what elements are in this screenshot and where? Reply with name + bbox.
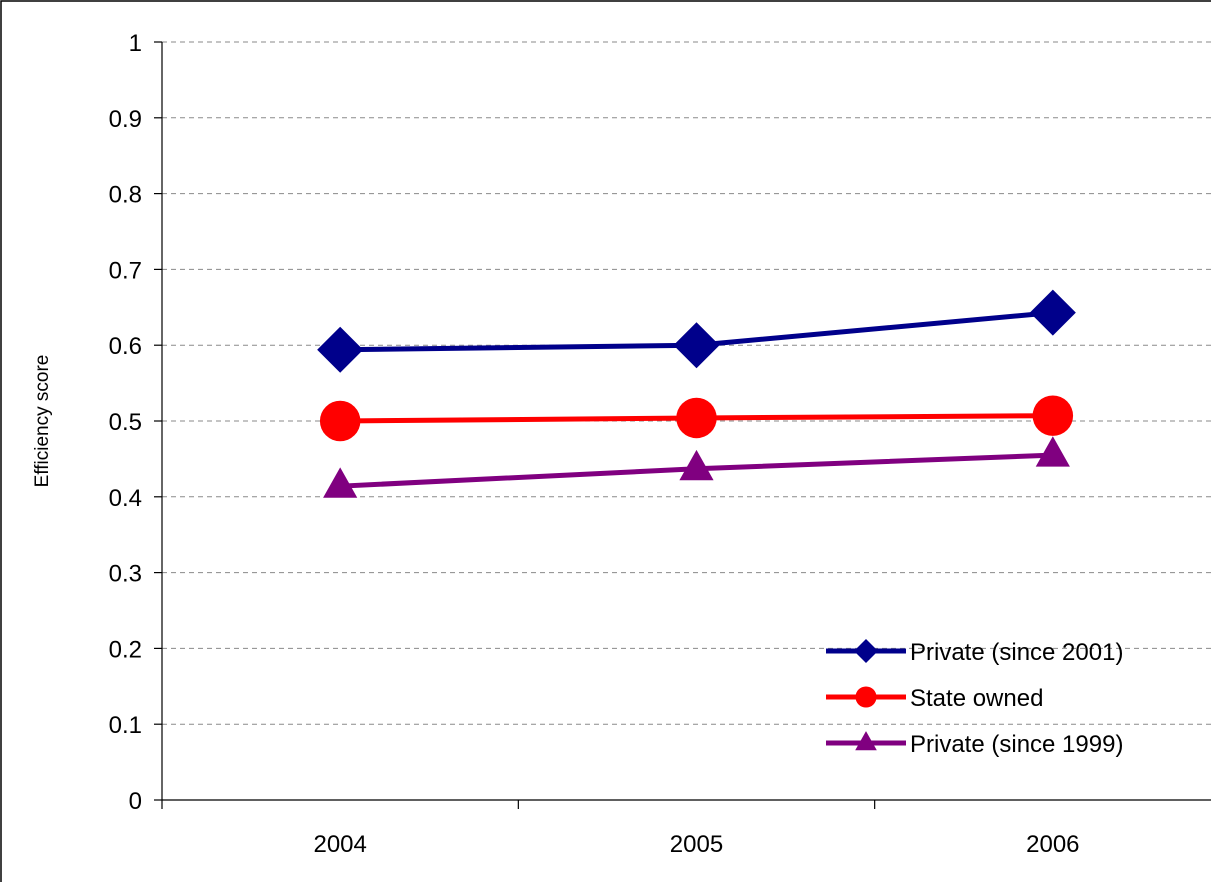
x-tick-labels: 2004 2005 2006 [313,831,1079,858]
legend-label: Private (since 1999) [910,731,1123,758]
y-tick-label: 0 [129,788,142,815]
data-point-diamond [673,322,720,369]
legend-marker-diamond [854,639,878,663]
series-1 [317,289,1076,373]
y-tick-labels: 0 0.1 0.2 0.3 0.4 0.5 0.6 0.7 0.8 0.9 1 [109,30,142,815]
data-point-triangle [1035,436,1070,467]
x-tick-label: 2004 [313,831,366,858]
legend-marker-triangle [855,731,877,751]
legend-item: Private (since 2001) [826,639,1123,666]
legend-label: State owned [910,685,1043,712]
axes [154,41,1211,809]
series-group [317,289,1076,498]
data-point-triangle [323,467,358,498]
y-tick-label: 0.1 [109,712,142,739]
y-axis-label: Efficiency score [32,355,53,488]
gridlines [162,41,1211,725]
data-point-circle [676,397,717,439]
data-point-triangle [679,449,714,481]
data-point-diamond [317,326,364,373]
legend: Private (since 2001) State owned Private (… [826,639,1123,758]
x-tick-label: 2006 [1026,831,1079,858]
legend-label: Private (since 2001) [910,639,1123,666]
legend-item: Private (since 1999) [826,731,1123,758]
legend-item: State owned [826,685,1043,712]
data-point-circle [319,400,361,442]
data-point-diamond [1029,289,1076,336]
legend-marker-circle [855,686,877,708]
series-2 [319,395,1074,442]
y-tick-label: 0.4 [109,485,142,512]
series-3 [323,436,1070,498]
y-tick-label: 0.8 [109,182,142,209]
y-tick-label: 0.5 [109,409,142,436]
y-tick-label: 1 [129,30,142,57]
y-tick-label: 0.7 [109,257,142,284]
y-tick-label: 0.6 [109,333,142,360]
y-tick-label: 0.2 [109,636,142,663]
x-tick-label: 2005 [670,831,723,858]
data-point-circle [1032,395,1074,436]
y-tick-label: 0.9 [109,106,142,133]
y-tick-label: 0.3 [109,561,142,588]
